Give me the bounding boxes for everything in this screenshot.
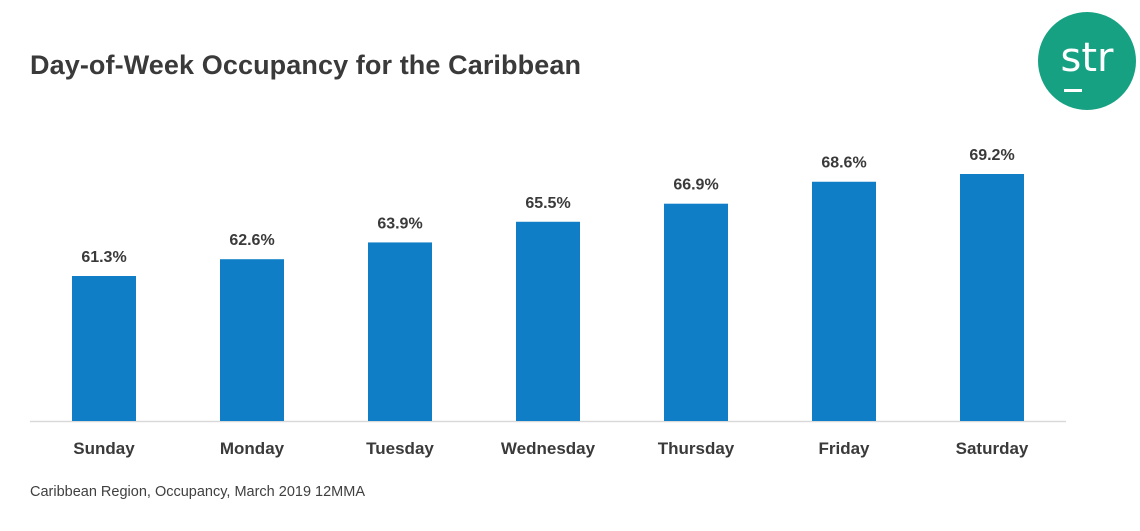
data-label-wednesday: 65.5% (525, 195, 570, 212)
data-label-friday: 68.6% (821, 155, 866, 172)
data-label-monday: 62.6% (229, 232, 274, 249)
data-label-saturday: 69.2% (969, 147, 1014, 164)
str-logo: str (1038, 12, 1136, 110)
data-label-sunday: 61.3% (81, 249, 126, 266)
x-tick-label-monday: Monday (220, 439, 285, 458)
data-label-thursday: 66.9% (673, 177, 718, 194)
x-tick-label-wednesday: Wednesday (501, 439, 596, 458)
x-tick-label-thursday: Thursday (658, 439, 735, 458)
x-tick-label-sunday: Sunday (73, 439, 135, 458)
logo-text: str (1060, 35, 1114, 81)
x-tick-label-friday: Friday (818, 439, 870, 458)
x-tick-label-saturday: Saturday (956, 439, 1029, 458)
bar-saturday (960, 174, 1024, 421)
bar-wednesday (516, 221, 580, 421)
bar-friday (812, 181, 876, 421)
logo-underline (1064, 89, 1082, 92)
bar-thursday (664, 203, 728, 421)
source-note: Caribbean Region, Occupancy, March 2019 … (30, 484, 366, 500)
bar-tuesday (368, 242, 432, 421)
chart-title: Day-of-Week Occupancy for the Caribbean (30, 50, 582, 80)
bar-monday (220, 259, 284, 421)
data-label-tuesday: 63.9% (377, 215, 422, 232)
bar-sunday (72, 276, 136, 421)
x-tick-label-tuesday: Tuesday (366, 439, 434, 458)
